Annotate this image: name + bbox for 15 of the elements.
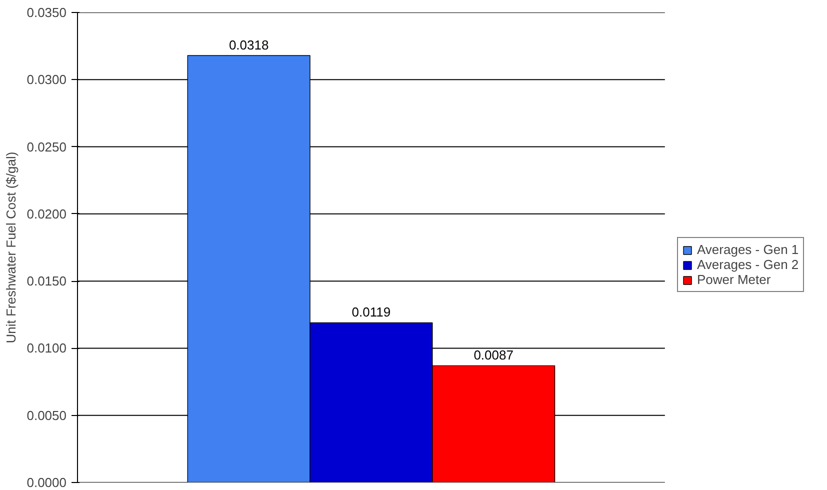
y-tick-label: 0.0200 [26, 206, 67, 222]
legend-label: Averages - Gen 2 [697, 257, 799, 272]
y-tick-label: 0.0150 [26, 274, 67, 289]
y-tick-label: 0.0000 [26, 475, 67, 490]
y-axis-title: Unit Freshwater Fuel Cost ($/gal) [4, 152, 19, 344]
y-tick-label: 0.0350 [26, 5, 67, 20]
data-label: 0.0318 [228, 37, 269, 52]
y-tick-label: 0.0250 [26, 139, 67, 154]
legend-label: Averages - Gen 1 [697, 242, 799, 257]
data-label: 0.0119 [352, 304, 391, 320]
data-label: 0.0087 [474, 348, 514, 363]
y-tick-label: 0.0100 [26, 340, 67, 356]
y-tick-label: 0.0300 [26, 72, 67, 88]
y-tick-label: 0.0050 [26, 408, 67, 423]
legend-label: Power Meter [697, 272, 771, 287]
